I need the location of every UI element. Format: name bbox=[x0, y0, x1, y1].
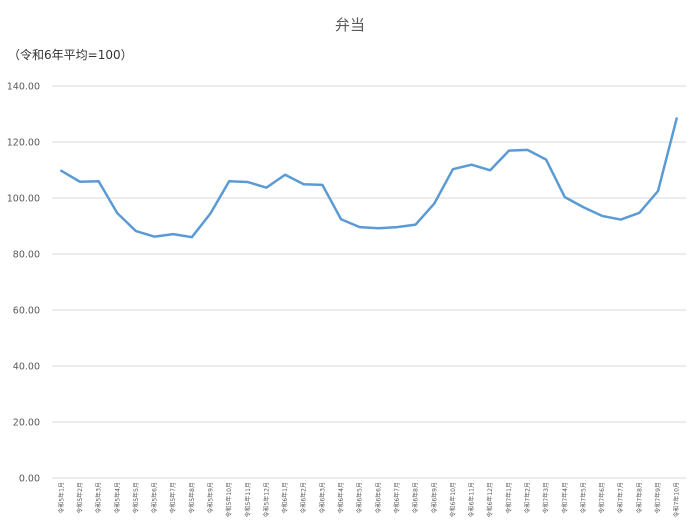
unit-label: （令和6年平均=100） bbox=[8, 48, 133, 62]
x-tick-label: 令和5年1月 bbox=[57, 482, 65, 514]
x-tick-label: 令和5年9月 bbox=[207, 482, 215, 514]
x-tick-label: 令和7年2月 bbox=[524, 482, 532, 514]
x-tick-label: 令和7年5月 bbox=[579, 482, 587, 514]
x-tick-label: 令和7年9月 bbox=[654, 482, 662, 514]
x-tick-label: 令和5年5月 bbox=[132, 482, 140, 514]
x-tick-label: 令和6年6月 bbox=[374, 482, 382, 514]
y-tick-label: 20.00 bbox=[13, 418, 40, 429]
y-tick-label: 60.00 bbox=[13, 306, 40, 317]
x-tick-label: 令和7年4月 bbox=[561, 482, 569, 514]
series-line bbox=[60, 117, 678, 239]
x-tick-label: 令和6年10月 bbox=[449, 482, 457, 517]
x-tick-label: 令和7年6月 bbox=[598, 482, 606, 514]
x-tick-label: 令和7年3月 bbox=[542, 482, 550, 514]
x-tick-label: 令和6年8月 bbox=[412, 482, 420, 514]
y-tick-label: 0.00 bbox=[19, 474, 40, 485]
x-tick-label: 令和5年6月 bbox=[151, 482, 159, 514]
y-tick-label: 40.00 bbox=[13, 362, 40, 373]
x-tick-label: 令和6年7月 bbox=[393, 482, 401, 514]
x-tick-label: 令和5年10月 bbox=[225, 482, 233, 517]
x-tick-label: 令和7年1月 bbox=[505, 482, 513, 514]
x-tick-label: 令和7年8月 bbox=[635, 482, 643, 514]
chart-title: 弁当 bbox=[334, 16, 365, 34]
x-tick-label: 令和6年4月 bbox=[337, 482, 345, 514]
x-tick-label: 令和6年3月 bbox=[318, 482, 326, 514]
x-tick-label: 令和5年2月 bbox=[76, 482, 84, 514]
y-tick-label: 80.00 bbox=[13, 250, 40, 261]
x-tick-label: 令和6年9月 bbox=[430, 482, 438, 514]
x-tick-label: 令和5年4月 bbox=[113, 482, 121, 514]
x-tick-label: 令和5年12月 bbox=[262, 482, 270, 517]
x-tick-label: 令和6年1月 bbox=[281, 482, 289, 514]
y-tick-label: 100.00 bbox=[7, 194, 40, 205]
x-tick-label: 令和6年11月 bbox=[468, 482, 476, 517]
x-tick-label: 令和7年7月 bbox=[617, 482, 625, 514]
x-tick-label: 令和5年3月 bbox=[95, 482, 103, 514]
x-tick-label: 令和5年11月 bbox=[244, 482, 252, 517]
x-tick-label: 令和5年7月 bbox=[169, 482, 177, 514]
x-tick-label: 令和6年12月 bbox=[486, 482, 494, 517]
y-tick-label: 140.00 bbox=[7, 82, 40, 93]
x-tick-label: 令和6年2月 bbox=[300, 482, 308, 514]
x-tick-label: 令和5年8月 bbox=[188, 482, 196, 514]
x-tick-label: 令和7年10月 bbox=[673, 482, 681, 517]
x-tick-label: 令和6年5月 bbox=[356, 482, 364, 514]
y-tick-label: 120.00 bbox=[7, 138, 40, 149]
